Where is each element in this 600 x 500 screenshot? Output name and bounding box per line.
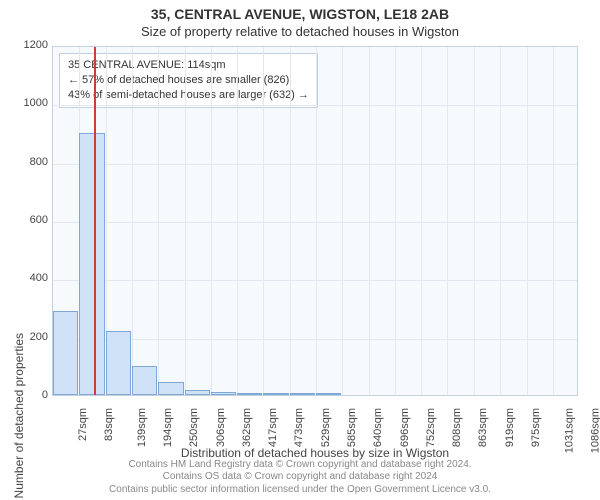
gridline-vertical xyxy=(316,47,317,395)
histogram-bar xyxy=(132,366,157,395)
gridline-vertical xyxy=(369,47,370,395)
subtitle: Size of property relative to detached ho… xyxy=(0,22,600,39)
histogram-bar xyxy=(316,393,341,395)
footer-line-1: Contains HM Land Registry data © Crown c… xyxy=(0,459,600,472)
histogram-bar xyxy=(263,393,288,395)
x-tick-label: 585sqm xyxy=(346,408,358,447)
footer-line-2: Contains OS data © Crown copyright and d… xyxy=(0,471,600,484)
gridline-vertical xyxy=(132,47,133,395)
y-tick-label: 1000 xyxy=(8,97,48,109)
gridline-vertical xyxy=(342,47,343,395)
x-tick-label: 139sqm xyxy=(136,408,148,447)
y-tick-label: 400 xyxy=(8,272,48,284)
histogram-bar xyxy=(158,382,183,395)
attribution-footer: Contains HM Land Registry data © Crown c… xyxy=(0,459,600,497)
gridline-vertical xyxy=(237,47,238,395)
footer-line-3: Contains public sector information licen… xyxy=(0,484,600,497)
gridline-vertical xyxy=(447,47,448,395)
y-tick-label: 800 xyxy=(8,156,48,168)
x-tick-label: 640sqm xyxy=(372,408,384,447)
legend-line-2: ← 57% of detached houses are smaller (82… xyxy=(68,73,309,88)
histogram-bar xyxy=(185,390,210,395)
x-tick-label: 250sqm xyxy=(188,408,200,447)
x-tick-label: 83sqm xyxy=(103,408,115,441)
address-title: 35, CENTRAL AVENUE, WIGSTON, LE18 2AB xyxy=(0,0,600,22)
x-tick-label: 529sqm xyxy=(320,408,332,447)
y-tick-label: 200 xyxy=(8,331,48,343)
gridline-vertical xyxy=(395,47,396,395)
histogram-bar xyxy=(106,331,131,395)
x-tick-label: 919sqm xyxy=(504,408,516,447)
gridline-vertical xyxy=(263,47,264,395)
x-tick-label: 473sqm xyxy=(294,408,306,447)
histogram-bar xyxy=(290,393,315,395)
legend-box: 35 CENTRAL AVENUE: 114sqm ← 57% of detac… xyxy=(59,53,318,108)
histogram-bar xyxy=(79,133,104,395)
y-tick-label: 0 xyxy=(8,389,48,401)
x-tick-label: 752sqm xyxy=(425,408,437,447)
gridline-vertical xyxy=(290,47,291,395)
gridline-vertical xyxy=(158,47,159,395)
gridline-vertical xyxy=(211,47,212,395)
legend-line-1: 35 CENTRAL AVENUE: 114sqm xyxy=(68,58,309,73)
legend-line-3: 43% of semi-detached houses are larger (… xyxy=(68,88,309,103)
gridline-vertical xyxy=(527,47,528,395)
x-tick-label: 696sqm xyxy=(399,408,411,447)
x-tick-label: 1031sqm xyxy=(563,408,575,453)
gridline-vertical xyxy=(500,47,501,395)
y-tick-label: 600 xyxy=(8,214,48,226)
gridline-vertical xyxy=(421,47,422,395)
x-tick-label: 863sqm xyxy=(478,408,490,447)
histogram-bar xyxy=(237,393,262,395)
x-tick-label: 27sqm xyxy=(77,408,89,441)
x-tick-label: 417sqm xyxy=(267,408,279,447)
histogram-bar xyxy=(211,392,236,395)
x-tick-label: 1086sqm xyxy=(589,408,600,453)
x-tick-label: 808sqm xyxy=(452,408,464,447)
gridline-vertical xyxy=(553,47,554,395)
x-tick-label: 306sqm xyxy=(215,408,227,447)
x-tick-label: 362sqm xyxy=(241,408,253,447)
x-tick-label: 194sqm xyxy=(162,408,174,447)
x-tick-label: 975sqm xyxy=(530,408,542,447)
y-tick-label: 1200 xyxy=(8,39,48,51)
gridline-vertical xyxy=(185,47,186,395)
histogram-plot-area: 35 CENTRAL AVENUE: 114sqm ← 57% of detac… xyxy=(52,46,578,396)
property-marker-line xyxy=(94,47,96,395)
histogram-bar xyxy=(53,311,78,395)
figure-container: 35, CENTRAL AVENUE, WIGSTON, LE18 2AB Si… xyxy=(0,0,600,500)
gridline-vertical xyxy=(474,47,475,395)
